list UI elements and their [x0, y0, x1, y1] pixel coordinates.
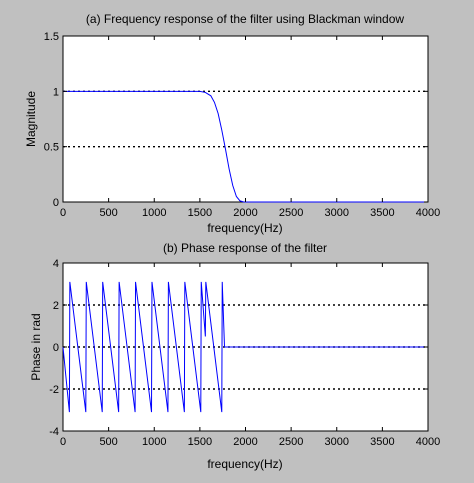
x-tick-label-a-5: 2500: [279, 207, 303, 219]
x-tick-label-b-7: 3500: [370, 436, 394, 448]
x-tick-label-b-5: 2500: [279, 436, 303, 448]
x-axis-label-b: frequency(Hz): [207, 457, 282, 471]
y-tick-label-a-0: 0: [53, 197, 59, 209]
x-tick-label-b-3: 1500: [188, 436, 212, 448]
y-tick-label-b-0: -4: [49, 426, 59, 438]
y-tick-label-b-1: -2: [49, 384, 59, 396]
x-tick-label-b-0: 0: [60, 436, 66, 448]
x-tick-label-a-0: 0: [60, 207, 66, 219]
y-tick-label-a-3: 1.5: [44, 31, 59, 43]
x-tick-label-a-6: 3000: [325, 207, 349, 219]
y-axis-label-b: Phase in rad: [29, 313, 43, 380]
x-tick-label-a-8: 4000: [416, 207, 440, 219]
x-tick-label-a-4: 2000: [233, 207, 257, 219]
y-tick-label-b-4: 4: [53, 258, 59, 270]
x-tick-label-b-6: 3000: [325, 436, 349, 448]
phase-plot: (b) Phase response of the filter 0 500 100…: [29, 241, 440, 471]
x-axis-label-a: frequency(Hz): [207, 221, 282, 235]
magnitude-plot: (a) Frequency response of the filter usi…: [24, 12, 440, 235]
x-tick-label-a-1: 500: [99, 207, 117, 219]
x-tick-label-b-4: 2000: [233, 436, 257, 448]
y-axis-label-a: Magnitude: [24, 91, 38, 147]
x-tick-label-b-2: 1000: [142, 436, 166, 448]
y-tick-label-b-3: 2: [53, 300, 59, 312]
x-tick-label-b-8: 4000: [416, 436, 440, 448]
x-tick-label-b-1: 500: [99, 436, 117, 448]
x-tick-label-a-3: 1500: [188, 207, 212, 219]
x-tick-label-a-2: 1000: [142, 207, 166, 219]
chart-title-b: (b) Phase response of the filter: [163, 241, 327, 255]
y-tick-label-a-1: 0.5: [44, 142, 59, 154]
plot-area-a: [63, 36, 428, 202]
chart-title-a: (a) Frequency response of the filter usi…: [86, 12, 404, 26]
y-tick-label-b-2: 0: [53, 342, 59, 354]
x-tick-label-a-7: 3500: [370, 207, 394, 219]
y-tick-label-a-2: 1: [53, 86, 59, 98]
